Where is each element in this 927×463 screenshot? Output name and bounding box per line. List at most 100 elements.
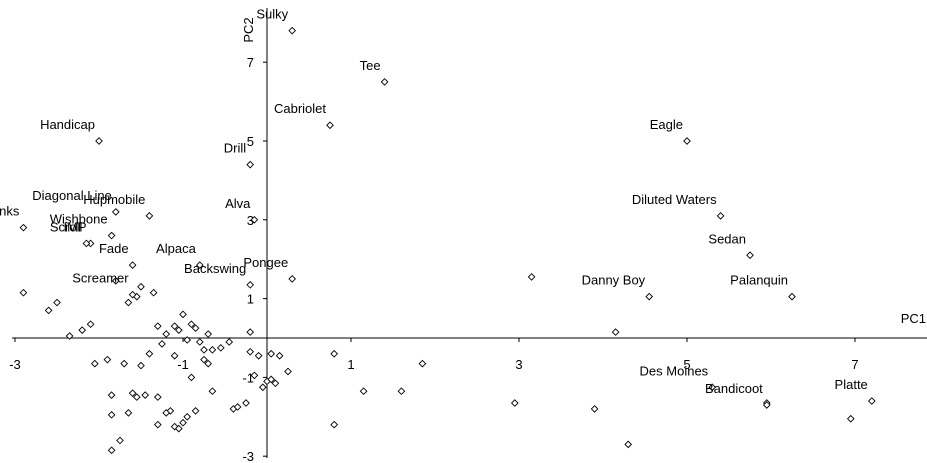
- point-label: Pongee: [243, 255, 288, 270]
- data-point: [78, 326, 87, 334]
- data-point: [111, 208, 120, 216]
- data-point: [527, 273, 536, 281]
- x-tick-label: -1: [177, 357, 189, 372]
- data-point: [716, 212, 725, 220]
- data-point: [204, 359, 213, 368]
- data-point: [246, 328, 255, 336]
- data-point: [254, 351, 263, 360]
- data-point: [746, 251, 754, 260]
- x-axis-ticks: -3 -1 1 3 5 7: [9, 338, 859, 372]
- data-point: [267, 375, 276, 384]
- x-tick-label: -3: [9, 357, 21, 372]
- y-tick-label: -1: [242, 370, 254, 385]
- data-point: [250, 215, 259, 224]
- data-point: [246, 160, 255, 169]
- data-point: [158, 340, 166, 348]
- data-point: [258, 383, 267, 392]
- x-axis-title: PC1: [901, 311, 926, 326]
- data-point: [149, 288, 158, 297]
- point-label: Sedan: [708, 231, 746, 246]
- y-tick-label: 5: [247, 134, 254, 149]
- data-point: [271, 379, 280, 388]
- data-point: [120, 359, 129, 368]
- data-point: [200, 355, 208, 364]
- data-point: [162, 409, 171, 417]
- y-axis-ticks: -3 -1 1 3 5 7: [242, 55, 267, 463]
- data-point: [19, 223, 28, 232]
- data-point: [708, 383, 717, 392]
- point-label: Cabriolet: [274, 101, 326, 116]
- data-point: [187, 320, 196, 329]
- data-point: [111, 277, 120, 285]
- data-point: [179, 418, 187, 427]
- data-point: [225, 338, 234, 346]
- point-label: Diluted Waters: [632, 192, 717, 207]
- x-tick-label: 5: [683, 357, 690, 372]
- data-point: [90, 359, 99, 368]
- data-point: [170, 322, 179, 331]
- data-point: [174, 326, 183, 334]
- data-point: [846, 414, 855, 423]
- data-point: [330, 420, 339, 429]
- data-point: [95, 137, 103, 145]
- data-point: [246, 280, 255, 289]
- data-point: [128, 261, 137, 269]
- data-point: [116, 436, 124, 445]
- point-label: Screamer: [72, 271, 129, 286]
- data-point: [267, 349, 276, 358]
- data-point: [200, 345, 208, 354]
- point-label: Alpaca: [156, 241, 197, 256]
- data-point: [145, 349, 154, 358]
- data-point: [275, 351, 284, 360]
- data-point: [208, 387, 217, 396]
- data-point: [124, 409, 133, 417]
- point-label: Scroll: [50, 219, 83, 234]
- data-point: [107, 391, 116, 399]
- point-label: IMP: [63, 219, 86, 234]
- data-point: [19, 288, 28, 297]
- data-point: [216, 344, 225, 352]
- data-point: [170, 351, 179, 360]
- data-point: [128, 389, 137, 397]
- data-point: [187, 373, 196, 382]
- data-point: [107, 231, 116, 240]
- data-point: [153, 393, 162, 401]
- data-point: [611, 328, 620, 336]
- data-point: [137, 282, 145, 291]
- data-point: [132, 393, 141, 401]
- point-label: Alva: [225, 196, 251, 211]
- data-point: [174, 424, 183, 433]
- point-label: Des Moines: [640, 363, 709, 378]
- point-label: Bandicoot: [705, 381, 763, 396]
- data-point: [624, 440, 633, 449]
- y-tick-label: 7: [247, 55, 254, 70]
- data-point: [195, 338, 204, 346]
- data-point: [204, 330, 213, 338]
- point-label: Sulky: [256, 7, 288, 22]
- x-tick-label: 1: [347, 357, 354, 372]
- data-point: [53, 298, 61, 307]
- data-point: [195, 261, 204, 269]
- y-tick-label: -3: [242, 449, 254, 463]
- data-point: [183, 336, 192, 344]
- data-point: [153, 420, 162, 429]
- point-label: Eagle: [650, 117, 683, 132]
- data-point: [867, 397, 876, 405]
- data-point: [107, 410, 116, 419]
- x-tick-label: 7: [851, 357, 858, 372]
- data-point: [380, 78, 389, 86]
- data-point: [762, 401, 771, 409]
- point-label: Drill: [224, 141, 246, 156]
- point-label: Fade: [99, 241, 129, 256]
- data-point: [183, 412, 192, 421]
- point-label: Handicap: [40, 117, 95, 132]
- data-point: [418, 359, 427, 368]
- point-label: Palanquin: [730, 273, 788, 288]
- point-label: Danny Boy: [582, 273, 646, 288]
- x-tick-label: 3: [515, 357, 522, 372]
- data-point: [288, 275, 297, 283]
- data-point: [590, 405, 599, 413]
- data-point: [124, 298, 133, 307]
- data-point: [141, 391, 150, 399]
